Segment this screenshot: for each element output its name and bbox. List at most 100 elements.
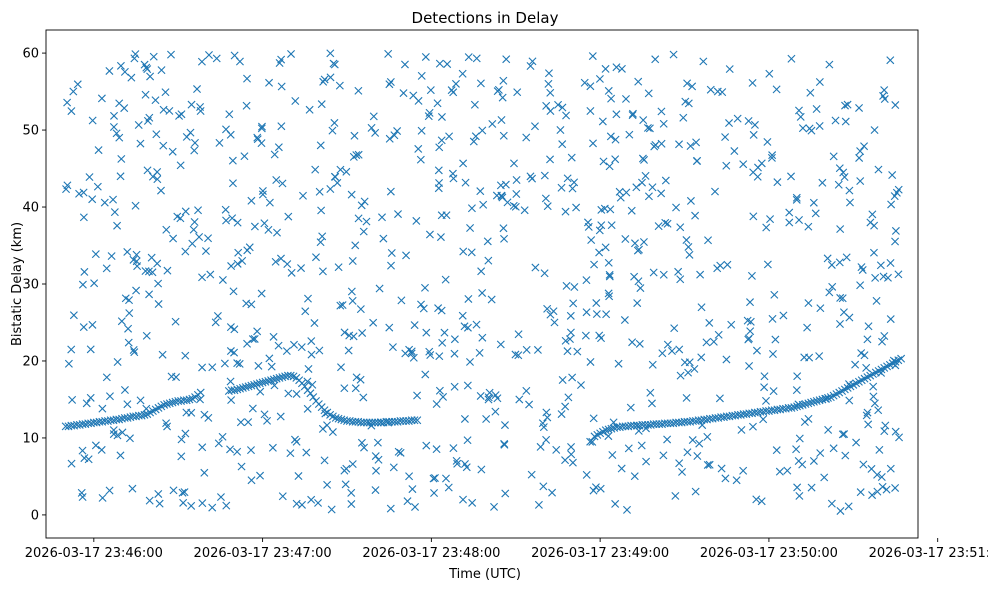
clutter-detection-point: [394, 210, 402, 219]
clutter-detection-point: [621, 94, 630, 103]
clutter-detection-point: [177, 452, 186, 461]
clutter-detection-point: [688, 82, 697, 91]
clutter-detection-point: [468, 498, 477, 507]
clutter-detection-point: [763, 260, 772, 269]
clutter-detection-point: [750, 120, 759, 129]
clutter-detection-point: [851, 360, 860, 369]
clutter-detection-point: [387, 261, 396, 270]
clutter-detection-point: [458, 69, 467, 78]
clutter-detection-point: [816, 449, 825, 458]
clutter-detection-point: [697, 353, 706, 362]
clutter-detection-point: [642, 457, 651, 466]
clutter-detection-point: [795, 491, 804, 500]
track-detection-point: [897, 354, 906, 363]
clutter-detection-point: [149, 52, 158, 61]
clutter-detection-point: [648, 183, 657, 192]
clutter-detection-point: [191, 138, 199, 147]
clutter-detection-point: [130, 54, 139, 63]
clutter-detection-point: [115, 133, 124, 142]
clutter-detection-point: [617, 64, 626, 73]
clutter-detection-point: [430, 474, 439, 483]
clutter-detection-point: [761, 396, 770, 405]
clutter-detection-point: [757, 497, 766, 506]
clutter-detection-point: [273, 228, 281, 237]
clutter-detection-point: [258, 190, 267, 199]
clutter-detection-point: [718, 88, 727, 97]
clutter-detection-point: [520, 206, 529, 215]
clutter-detection-point: [607, 94, 616, 103]
clutter-detection-point: [356, 305, 365, 314]
clutter-detection-point: [82, 399, 91, 408]
clutter-detection-point: [748, 78, 757, 87]
clutter-detection-point: [244, 418, 253, 427]
x-tick-label: 2026-03-17 23:47:00: [194, 546, 332, 561]
clutter-detection-point: [397, 296, 406, 305]
clutter-detection-point: [564, 393, 573, 402]
clutter-detection-point: [595, 248, 604, 257]
clutter-detection-point: [663, 340, 672, 349]
clutter-detection-point: [128, 484, 137, 493]
clutter-detection-point: [105, 486, 114, 495]
clutter-detection-point: [317, 100, 326, 109]
clutter-detection-point: [588, 437, 597, 446]
y-tick-label: 50: [22, 124, 39, 139]
clutter-detection-point: [657, 139, 666, 148]
clutter-detection-point: [894, 185, 903, 194]
clutter-detection-point: [820, 473, 829, 482]
clutter-detection-point: [228, 214, 237, 223]
clutter-detection-point: [348, 460, 357, 469]
clutter-detection-point: [286, 449, 295, 458]
clutter-detection-point: [818, 178, 827, 187]
clutter-detection-point: [136, 139, 145, 148]
clutter-detection-point: [889, 356, 898, 365]
clutter-detection-point: [116, 61, 125, 70]
clutter-detection-point: [439, 392, 448, 401]
clutter-detection-point: [134, 121, 143, 129]
clutter-detection-point: [233, 259, 242, 268]
clutter-detection-point: [476, 391, 485, 400]
clutter-detection-point: [651, 140, 660, 149]
clutter-detection-point: [794, 400, 803, 409]
clutter-detection-point: [354, 214, 363, 223]
clutter-detection-point: [841, 101, 849, 110]
clutter-detection-point: [711, 187, 719, 196]
clutter-detection-point: [639, 116, 648, 125]
clutter-detection-point: [304, 294, 312, 303]
clutter-detection-point: [303, 377, 312, 386]
clutter-detection-point: [117, 317, 126, 326]
clutter-detection-point: [449, 174, 458, 183]
clutter-detection-point: [836, 293, 845, 302]
clutter-detection-point: [543, 304, 552, 313]
clutter-detection-point: [130, 348, 139, 357]
clutter-detection-point: [568, 373, 577, 382]
clutter-detection-point: [705, 318, 714, 327]
track-detection-point: [348, 417, 357, 426]
clutter-detection-point: [127, 73, 136, 82]
clutter-detection-point: [425, 230, 434, 239]
track-detection-point: [413, 416, 422, 425]
clutter-detection-point: [274, 143, 283, 152]
clutter-detection-point: [109, 195, 118, 204]
clutter-detection-point: [357, 201, 366, 210]
clutter-detection-point: [435, 179, 444, 187]
clutter-detection-point: [891, 101, 900, 110]
clutter-detection-point: [165, 106, 174, 115]
clutter-detection-point: [661, 218, 670, 227]
clutter-detection-point: [567, 153, 576, 162]
clutter-detection-point: [390, 131, 399, 140]
clutter-detection-point: [647, 399, 656, 408]
clutter-detection-point: [357, 438, 366, 447]
clutter-detection-point: [497, 191, 506, 200]
clutter-detection-point: [886, 56, 895, 65]
clutter-detection-point: [651, 55, 660, 64]
clutter-detection-point: [573, 347, 582, 356]
clutter-detection-point: [606, 205, 615, 214]
clutter-detection-point: [247, 196, 256, 205]
clutter-detection-point: [120, 104, 129, 113]
clutter-detection-point: [136, 396, 145, 405]
clutter-detection-point: [327, 505, 336, 514]
clutter-detection-point: [352, 373, 361, 382]
clutter-detection-point: [586, 82, 595, 91]
track-detection-point: [652, 420, 661, 429]
clutter-detection-point: [482, 414, 491, 423]
